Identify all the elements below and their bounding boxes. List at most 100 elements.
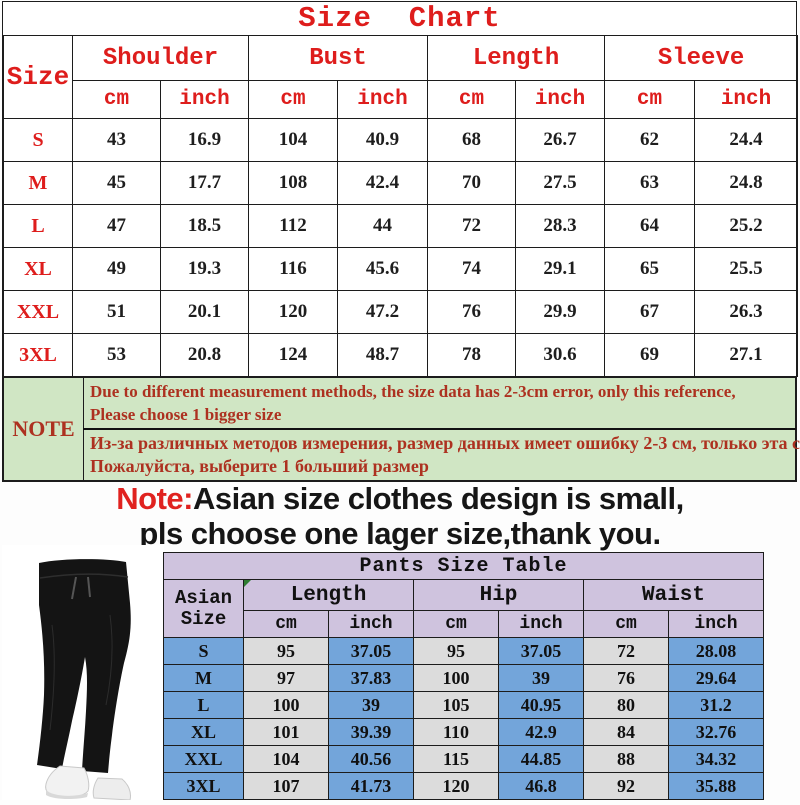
pants-table-row: M 97 37.83 100 39 76 29.64 <box>163 664 765 692</box>
measurement-cell: 116 <box>248 247 338 291</box>
measurement-cell: 45.6 <box>336 247 429 291</box>
measurement-cell: 108 <box>248 161 338 205</box>
measurement-cell: 29.9 <box>515 290 606 334</box>
note-row-russian: Из-за различных методов измерения, разме… <box>4 428 800 481</box>
measurement-cell: 95 <box>413 637 499 665</box>
unit-cm-header: cm <box>413 610 499 638</box>
pants-length-header: Length <box>243 579 414 611</box>
length-header: Length <box>427 35 606 81</box>
measurement-cell: 42.4 <box>336 161 429 205</box>
measurement-cell: 30.6 <box>515 333 606 377</box>
measurement-cell: 28.3 <box>515 204 606 248</box>
pants-product-photo <box>2 545 164 801</box>
pants-table-title-row: Pants Size Table <box>162 552 765 580</box>
measurement-cell: 69 <box>604 333 696 377</box>
measurement-cell: 124 <box>248 333 338 377</box>
measurement-cell: 65 <box>604 247 696 291</box>
unit-inch-header: inch <box>694 80 799 119</box>
size-label: M <box>3 161 73 205</box>
measurement-cell: 101 <box>243 718 329 746</box>
note-label: NOTE <box>3 377 84 481</box>
pants-table-row: XXL 104 40.56 115 44.85 88 34.32 <box>163 745 765 773</box>
table-row: 3XL 53 20.8 124 48.7 78 30.6 69 27.1 <box>3 333 799 377</box>
shirt-size-table: Size Shoulder Bust Length Sleeve cm inch… <box>3 35 799 377</box>
pants-waist-header: Waist <box>582 579 765 611</box>
measurement-cell: 29.64 <box>667 664 765 692</box>
measurement-cell: 17.7 <box>160 161 249 205</box>
measurement-cell: 37.05 <box>498 637 584 665</box>
measurement-cell: 42.9 <box>498 718 584 746</box>
measurement-cell: 35.88 <box>667 772 765 800</box>
measurement-cell: 39 <box>328 691 414 719</box>
pants-length-label: Length <box>290 583 367 607</box>
note-text-russian: Из-за различных методов измерения, разме… <box>83 428 800 481</box>
pants-table-row: 3XL 107 41.73 120 46.8 92 35.88 <box>163 772 765 800</box>
measurement-cell: 88 <box>583 745 669 773</box>
note-russian-line1: Из-за различных методов измерения, разме… <box>90 433 800 453</box>
measurement-cell: 46.8 <box>498 772 584 800</box>
measurement-cell: 70 <box>427 161 517 205</box>
note-text-english: Due to different measurement methods, th… <box>83 377 796 430</box>
table-unit-row: cm inch cm inch cm inch cm inch <box>4 80 799 119</box>
note-box: NOTE Due to different measurement method… <box>3 377 800 481</box>
measurement-cell: 37.83 <box>328 664 414 692</box>
measurement-cell: 49 <box>72 247 161 291</box>
measurement-cell: 53 <box>72 333 161 377</box>
measurement-cell: 107 <box>243 772 329 800</box>
unit-inch-header: inch <box>336 80 429 119</box>
shoulder-header: Shoulder <box>72 35 249 81</box>
measurement-cell: 31.2 <box>667 691 765 719</box>
measurement-cell: 25.2 <box>694 204 799 248</box>
measurement-cell: 44.85 <box>498 745 584 773</box>
note-row-english: NOTE Due to different measurement method… <box>3 377 796 481</box>
pants-hip-header: Hip <box>413 579 584 611</box>
unit-inch-header: inch <box>498 610 584 638</box>
measurement-cell: 104 <box>243 745 329 773</box>
pants-table-title: Pants Size Table <box>162 552 765 580</box>
size-label: L <box>163 691 244 719</box>
unit-cm-header: cm <box>248 80 338 119</box>
measurement-cell: 24.4 <box>694 118 799 162</box>
measurement-cell: 34.32 <box>667 745 765 773</box>
asian-size-note-line2: pls choose one lager size,thank you. <box>139 516 661 551</box>
measurement-cell: 48.7 <box>336 333 429 377</box>
measurement-cell: 39 <box>498 664 584 692</box>
pants-table-row: XL 101 39.39 110 42.9 84 32.76 <box>163 718 765 746</box>
size-chart-box: Size Chart Size Shoulder Bust Length Sle… <box>2 1 800 482</box>
measurement-cell: 76 <box>427 290 517 334</box>
measurement-cell: 37.05 <box>328 637 414 665</box>
black-jogger-pants-image <box>37 559 131 801</box>
measurement-cell: 92 <box>583 772 669 800</box>
measurement-cell: 44 <box>336 204 429 248</box>
measurement-cell: 74 <box>427 247 517 291</box>
note-english-line1: Due to different measurement methods, th… <box>90 382 736 401</box>
measurement-cell: 40.56 <box>328 745 414 773</box>
note-prefix: Note: <box>116 481 193 516</box>
pants-unit-row: cm inch cm inch cm inch <box>164 610 765 638</box>
size-label: 3XL <box>163 772 244 800</box>
measurement-cell: 115 <box>413 745 499 773</box>
unit-inch-header: inch <box>667 610 765 638</box>
table-row: S 43 16.9 104 40.9 68 26.7 62 24.4 <box>3 118 799 162</box>
size-label: XL <box>3 247 73 291</box>
measurement-cell: 112 <box>248 204 338 248</box>
table-header-row: Size Shoulder Bust Length Sleeve <box>3 35 799 119</box>
measurement-cell: 104 <box>248 118 338 162</box>
note-line1-text: Asian size clothes design is small, <box>192 481 684 516</box>
measurement-cell: 20.8 <box>160 333 249 377</box>
size-label: S <box>163 637 244 665</box>
measurement-cell: 84 <box>583 718 669 746</box>
size-label: L <box>3 204 73 248</box>
asian-size-header-line1: Asian <box>174 586 232 609</box>
measurement-cell: 62 <box>604 118 696 162</box>
asian-size-note: Note:Asian size clothes design is small,… <box>0 481 800 551</box>
measurement-cell: 63 <box>604 161 696 205</box>
measurement-cell: 80 <box>583 691 669 719</box>
pants-table-row: S 95 37.05 95 37.05 72 28.08 <box>163 637 765 665</box>
table-row: L 47 18.5 112 44 72 28.3 64 25.2 <box>3 204 799 248</box>
measurement-cell: 78 <box>427 333 517 377</box>
measurement-cell: 72 <box>583 637 669 665</box>
measurement-cell: 19.3 <box>160 247 249 291</box>
unit-cm-header: cm <box>583 610 669 638</box>
